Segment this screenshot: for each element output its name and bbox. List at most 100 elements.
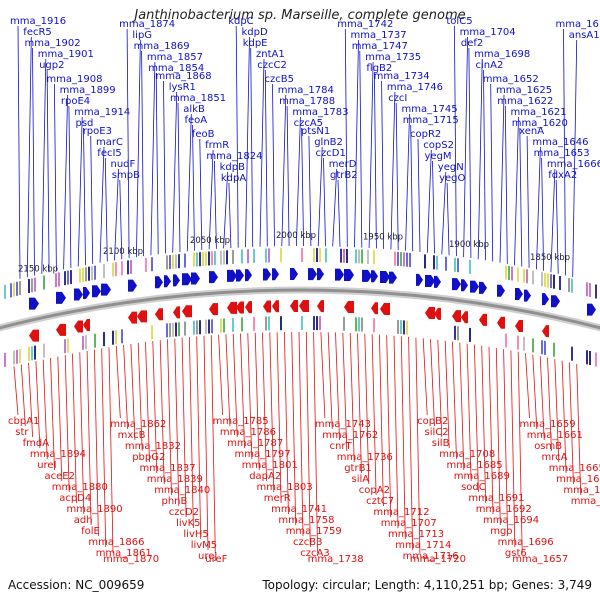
forward-feature-block [214, 251, 216, 266]
forward-feature-block [79, 268, 81, 283]
forward-feature-block [70, 270, 72, 285]
reverse-gene-label: mma_1759 [286, 526, 342, 537]
forward-gene-arrow [515, 287, 523, 300]
backbone-line [0, 288, 600, 330]
forward-gene-label: yegM [425, 151, 452, 162]
forward-gene-label: mma_1737 [351, 30, 407, 41]
reverse-feature-block [586, 350, 588, 365]
reverse-feature-block [469, 327, 471, 342]
reverse-feature-block [319, 316, 321, 331]
reverse-gene-label: mma_1716 [403, 551, 459, 562]
forward-gene-arrow [155, 276, 163, 289]
forward-feature-block [433, 255, 435, 270]
forward-feature-block [559, 276, 561, 290]
forward-feature-block [511, 266, 513, 281]
forward-leader-line [301, 127, 304, 247]
reverse-leader-line [386, 335, 392, 518]
reverse-feature-block [19, 349, 21, 364]
reverse-leader-line [108, 347, 114, 554]
reverse-gene-arrow [173, 306, 180, 319]
reverse-leader-line [269, 332, 275, 493]
forward-gene-label: mma_1745 [402, 104, 458, 115]
forward-feature-block [586, 282, 588, 297]
forward-gene-label: mma_1901 [38, 49, 94, 60]
forward-leader-line [410, 124, 414, 252]
reverse-gene-label: adh [74, 515, 93, 526]
forward-leader-line [235, 25, 239, 248]
reverse-feature-block [361, 317, 363, 332]
reverse-gene-label: mma_1741 [271, 504, 327, 515]
reverse-feature-block [13, 350, 15, 365]
reverse-gene-label: mma_1714 [395, 540, 451, 551]
reverse-gene-label: gtrB1 [344, 463, 372, 474]
reverse-feature-block [67, 338, 69, 353]
forward-leader-line [417, 138, 421, 253]
forward-leader-line [192, 124, 195, 251]
forward-feature-block [220, 250, 222, 265]
forward-leader-line [208, 149, 214, 250]
reverse-gene-arrow [317, 300, 324, 313]
reverse-gene-label: mma_1803 [257, 482, 313, 493]
reverse-leader-line [305, 331, 311, 548]
forward-gene-arrow [56, 291, 66, 304]
reverse-leader-line [576, 364, 582, 496]
reverse-gene-label: mma_1659 [520, 419, 576, 430]
reverse-gene-label: silB [432, 438, 450, 449]
reverse-feature-block [403, 320, 405, 335]
forward-gene-label: mma_1899 [60, 85, 116, 96]
forward-gene-arrow [362, 269, 372, 282]
reverse-gene-label: pbpG2 [132, 452, 165, 463]
forward-feature-block [193, 252, 195, 267]
reverse-leader-line [284, 332, 289, 515]
reverse-gene-arrow [380, 302, 390, 315]
reverse-leader-line [408, 336, 413, 551]
reverse-gene-label: mma_1696 [498, 537, 554, 548]
forward-gene-label: mma_1868 [156, 71, 212, 82]
reverse-leader-line [196, 336, 202, 540]
forward-gene-arrow [29, 297, 39, 310]
reverse-leader-line [357, 333, 362, 474]
forward-feature-block [169, 255, 171, 270]
forward-feature-block [151, 257, 153, 272]
forward-feature-block [247, 249, 249, 264]
forward-leader-line [572, 39, 578, 278]
forward-feature-block [127, 260, 129, 275]
reverse-gene-arrow [263, 300, 271, 313]
forward-gene-label: czcD1 [316, 148, 346, 159]
forward-gene-label: mma_1784 [278, 85, 334, 96]
reverse-gene-label: mma_1762 [322, 430, 378, 441]
reverse-gene-label: mma_1861 [96, 548, 152, 559]
forward-feature-block [424, 254, 426, 269]
forward-feature-block [82, 267, 84, 282]
forward-leader-line [250, 47, 254, 247]
reverse-gene-label: mma_1689 [454, 471, 510, 482]
forward-leader-line [332, 168, 338, 247]
forward-gene-arrow [317, 268, 324, 281]
forward-leader-line [264, 69, 268, 247]
reverse-gene-arrow [227, 301, 237, 314]
forward-leader-line [432, 160, 435, 254]
forward-gene-label: merD [329, 159, 357, 170]
forward-gene-label: mma_1914 [74, 107, 130, 118]
forward-gene-arrow [74, 288, 83, 301]
reverse-feature-block [196, 320, 198, 335]
reverse-gene-label: cbpA1 [8, 416, 39, 427]
forward-leader-line [499, 94, 505, 263]
forward-gene-label: fecI5 [97, 148, 121, 159]
reverse-leader-line [437, 339, 443, 438]
forward-leader-line [63, 94, 68, 270]
forward-gene-label: ptsN1 [301, 126, 330, 137]
forward-feature-block [121, 261, 123, 276]
forward-gene-label: gtrB2 [330, 170, 358, 181]
forward-feature-block [208, 251, 210, 266]
reverse-feature-block [373, 318, 375, 333]
forward-gene-label: mma_1746 [387, 82, 443, 93]
forward-gene-label: lipG [132, 30, 152, 41]
reverse-leader-line [181, 337, 187, 518]
reverse-strand-blocks [4, 316, 597, 367]
forward-gene-arrow [470, 280, 479, 293]
forward-leader-line [296, 116, 301, 247]
forward-leader-line [405, 113, 410, 251]
forward-leader-line [426, 149, 432, 253]
